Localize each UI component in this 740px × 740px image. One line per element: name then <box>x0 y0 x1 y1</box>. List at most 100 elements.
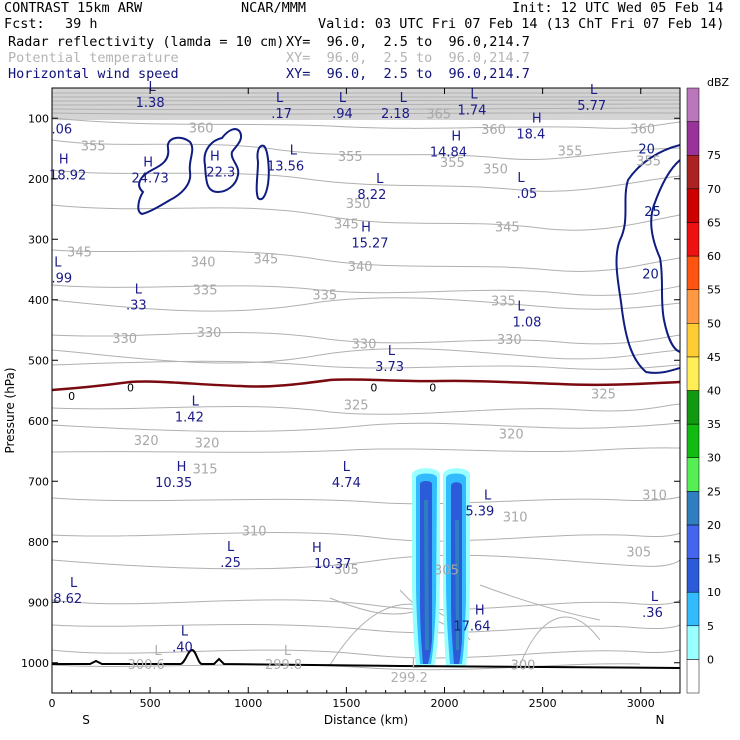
theta-label-group: 365 360 360 360 355 355 355 355 355 350 350 345 345 3… <box>67 107 667 673</box>
extremum-marker: L <box>590 83 598 98</box>
fcst-label: Fcst: <box>4 16 45 32</box>
colorbar-label: 0 <box>707 653 714 666</box>
y-tick-label: 600 <box>28 415 49 428</box>
y-tick-label: 200 <box>28 173 49 186</box>
valid-time: Valid: 03 UTC Fri 07 Feb 14 (13 ChT Fri … <box>318 16 725 32</box>
extremum-marker: L <box>290 144 298 159</box>
wind-contours <box>137 128 680 374</box>
extremum-value: 24.73 <box>132 172 169 187</box>
extremum-value: 1.42 <box>175 411 204 426</box>
colorbar-label: 10 <box>707 586 721 599</box>
extremum-value: 18.4 <box>516 128 545 143</box>
colorbar-swatch <box>686 659 700 694</box>
x-tick-label: 500 <box>140 697 161 710</box>
colorbar-swatch <box>686 188 700 223</box>
extremum-marker: H <box>177 460 187 475</box>
zero-contour-label: 0 <box>370 381 377 394</box>
field-1-xy: XY= 96.0, 2.5 to 96.0,214.7 <box>286 34 530 50</box>
theta-label: 320 <box>499 427 524 442</box>
theta-label: 335 <box>193 283 218 298</box>
colorbar-swatch <box>686 255 700 290</box>
colorbar-label: 45 <box>707 351 721 364</box>
x-axis-south: S <box>82 713 90 727</box>
theta-label: 315 <box>193 463 218 478</box>
extremum-marker: L <box>517 171 525 186</box>
theta-label: 345 <box>253 253 278 268</box>
extremum-marker: H <box>59 153 69 168</box>
colorbar-label: 35 <box>707 418 721 431</box>
theta-label: 365 <box>426 107 451 122</box>
theta-label: 350 <box>346 197 371 212</box>
theta-label: 300 <box>511 659 536 674</box>
extremum-value: 2.18 <box>381 107 410 122</box>
theta-label: 355 <box>558 144 583 159</box>
colorbar-label: 25 <box>707 485 721 498</box>
extremum-value: 13.56 <box>267 160 304 175</box>
zero-contour-label: 0 <box>429 381 436 394</box>
theta-label: 330 <box>112 332 137 347</box>
extremum-value: .06 <box>51 123 72 138</box>
colorbar-swatch <box>686 491 700 526</box>
zero-contour-label: 0 <box>127 381 134 394</box>
y-tick-label: 700 <box>28 475 49 488</box>
extrema-label-group: L1.38.06L.17L.94L2.18L1.74L5.77H18.4H14.… <box>49 80 663 686</box>
extremum-value: 1.74 <box>457 103 486 118</box>
extremum-marker: H <box>451 130 461 145</box>
refl-25dBZ-core <box>424 500 429 650</box>
org-label: NCAR/MMM <box>241 0 307 16</box>
theta-extremum-value: 299.2 <box>391 671 428 686</box>
y-tick-label: 300 <box>28 233 49 246</box>
extremum-value: .94 <box>332 107 353 122</box>
colorbar-label: 30 <box>707 452 721 465</box>
extremum-marker: L <box>135 283 143 298</box>
colorbar-units: dBZ <box>707 76 730 89</box>
theta-label: 320 <box>134 434 159 449</box>
theta-label: 355 <box>440 156 465 171</box>
theta-label: 325 <box>344 398 369 413</box>
colorbar-label: 70 <box>707 183 721 196</box>
wind-contour-jet-2 <box>203 128 242 194</box>
extremum-value: .05 <box>517 187 538 202</box>
extremum-value: 10.35 <box>155 476 192 491</box>
theta-label: 345 <box>495 221 520 236</box>
theta-label: 345 <box>67 245 92 260</box>
extremum-value: 14.84 <box>430 146 467 161</box>
theta-label: 320 <box>195 437 220 452</box>
theta-label: 335 <box>491 294 516 309</box>
extremum-marker: L <box>400 91 408 106</box>
theta-label: 355 <box>636 155 661 170</box>
refl-25dBZ-core <box>455 520 459 650</box>
colorbar-swatch <box>686 457 700 492</box>
theta-extremum-value: 300.6 <box>128 658 165 673</box>
extremum-marker: L <box>276 91 284 106</box>
colorbar-label: 50 <box>707 317 721 330</box>
theta-label: 350 <box>483 162 508 177</box>
theta-label: 360 <box>481 123 506 138</box>
extremum-marker: L <box>181 625 189 640</box>
theta-label: 305 <box>626 545 651 560</box>
x-tick-label: 1000 <box>234 697 262 710</box>
colorbar-label: 60 <box>707 250 721 263</box>
extremum-marker: L <box>70 576 78 591</box>
zero-label-group: 0 0 0 0 <box>68 381 436 402</box>
x-tick-label: 2500 <box>529 697 557 710</box>
x-tick-label: 1500 <box>332 697 360 710</box>
colorbar-swatch <box>686 423 700 458</box>
colorbar-swatch <box>686 289 700 324</box>
colorbar-label: 5 <box>707 620 714 633</box>
zero-contour <box>52 378 680 392</box>
extremum-marker: H <box>361 220 371 235</box>
field-3-name: Horizontal wind speed <box>8 66 179 82</box>
colorbar-swatch <box>686 356 700 391</box>
y-tick-label: 900 <box>28 596 49 609</box>
x-axis-label: Distance (km) <box>324 713 408 727</box>
extremum-value: 5.39 <box>465 504 494 519</box>
theta-label: 360 <box>189 121 214 136</box>
theta-extremum-value: 299.8 <box>265 658 302 673</box>
colorbar-label: 65 <box>707 216 721 229</box>
theta-extremum-marker: L <box>154 644 162 659</box>
theta-label: 335 <box>312 288 337 303</box>
wind-contour-east-outer <box>615 144 680 374</box>
theta-label: 340 <box>191 256 216 271</box>
